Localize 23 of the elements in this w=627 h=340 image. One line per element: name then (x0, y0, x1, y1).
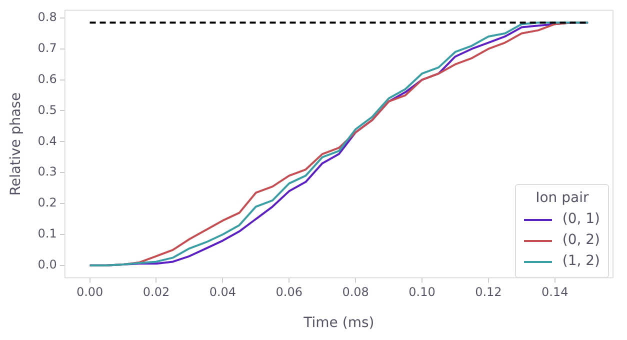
y-tick-label: 0.6 (38, 72, 57, 86)
y-tick-label: 0.2 (38, 196, 57, 210)
y-tick-label: 0.1 (38, 226, 57, 241)
y-tick-label: 0.4 (38, 134, 57, 148)
x-tick-label: 0.12 (475, 285, 502, 300)
y-tick-label: 0.7 (38, 40, 57, 55)
legend-title: Ion pair (534, 190, 590, 206)
x-tick-label: 0.00 (76, 285, 104, 300)
y-tick-label: 0.0 (38, 258, 57, 272)
x-tick-label: 0.06 (276, 285, 302, 300)
x-tick-label: 0.14 (542, 285, 568, 300)
legend-label: (1, 2) (562, 252, 600, 271)
x-tick-label: 0.02 (142, 285, 170, 300)
y-tick-label: 0.3 (38, 164, 57, 179)
y-axis-title: Relative phase (8, 92, 24, 196)
legend-label: (0, 2) (562, 231, 600, 250)
x-axis-title: Time (ms) (302, 315, 374, 332)
y-tick-label: 0.8 (38, 10, 57, 24)
x-tick-label: 0.04 (209, 285, 236, 300)
x-tick-label: 0.08 (342, 285, 369, 300)
legend-label: (0, 1) (562, 210, 600, 229)
x-tick-label: 0.10 (408, 285, 436, 300)
y-tick-label: 0.5 (38, 102, 57, 117)
